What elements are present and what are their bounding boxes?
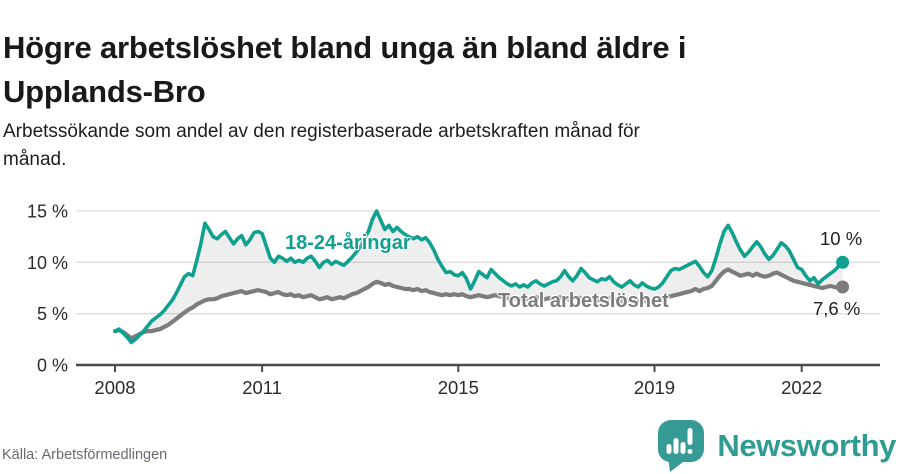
page-title: Högre arbetslöshet bland unga än bland ä… bbox=[3, 26, 883, 114]
y-axis-label: 10 % bbox=[27, 253, 68, 273]
y-axis-label: 5 % bbox=[37, 304, 68, 324]
chart-subtitle: Arbetssökande som andel av den registerb… bbox=[3, 118, 763, 174]
source-credit: Källa: Arbetsförmedlingen bbox=[2, 447, 168, 463]
newsworthy-wordmark: Newsworthy bbox=[717, 428, 896, 463]
total-series-line bbox=[112, 267, 845, 341]
subtitle-line-2: månad. bbox=[3, 149, 67, 170]
total-end-dot bbox=[836, 280, 850, 294]
x-axis-label: 2008 bbox=[94, 377, 135, 398]
x-axis-label: 2019 bbox=[634, 377, 675, 398]
title-line-1: Högre arbetslöshet bland unga än bland ä… bbox=[3, 29, 687, 65]
between-series-fill bbox=[115, 211, 843, 343]
y-axis-label: 15 % bbox=[27, 202, 68, 222]
x-axis-label: 2015 bbox=[438, 377, 479, 398]
title-line-2: Upplands-Bro bbox=[3, 73, 206, 109]
bar-chart-glyph bbox=[666, 428, 693, 454]
subtitle-line-1: Arbetssökande som andel av den registerb… bbox=[3, 121, 640, 142]
x-axis-label: 2011 bbox=[242, 377, 282, 398]
x-axis-label: 2022 bbox=[781, 377, 822, 398]
series-label-total: Total arbetslöshet bbox=[498, 290, 669, 312]
youth-series-line bbox=[113, 209, 845, 345]
chart-canvas: 15 % 10 % 5 % 0 % 2008 2011 2015 2019 2022 bbox=[27, 202, 880, 398]
y-axis-label: 0 % bbox=[37, 356, 68, 376]
newsworthy-logo[interactable]: Newsworthy bbox=[658, 420, 896, 472]
end-value-label-total: 7,6 % bbox=[813, 298, 861, 319]
series-label-youth: 18-24-åringar bbox=[285, 232, 411, 254]
youth-end-dot bbox=[836, 255, 850, 269]
newsworthy-bubble-icon bbox=[658, 420, 705, 472]
unemployment-line-chart: 15 % 10 % 5 % 0 % 2008 2011 2015 2019 2022 18-24… bbox=[0, 192, 900, 407]
end-value-label-youth: 10 % bbox=[820, 228, 863, 249]
